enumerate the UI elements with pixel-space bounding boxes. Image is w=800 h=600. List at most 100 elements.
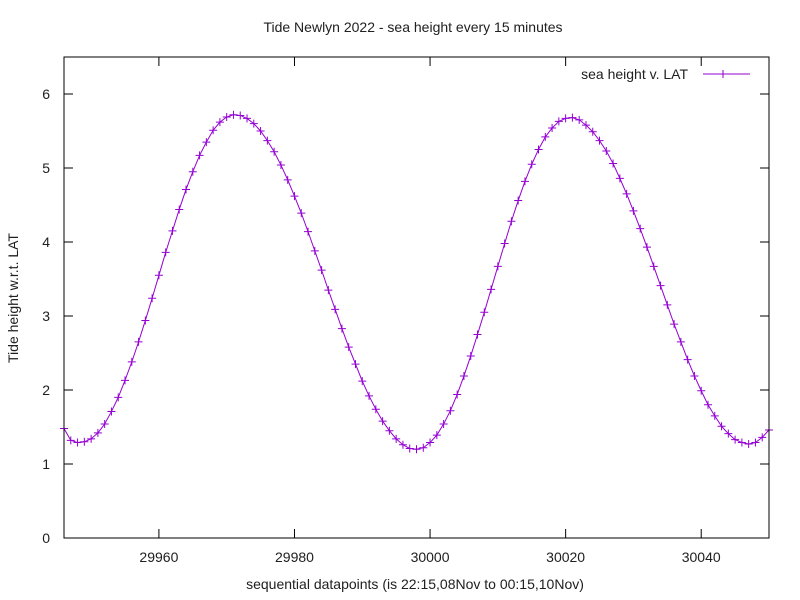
x-tick-label: 29980 xyxy=(275,549,314,565)
data-point-marker xyxy=(290,192,299,201)
data-point-marker xyxy=(249,119,258,128)
chart-title: Tide Newlyn 2022 - sea height every 15 m… xyxy=(263,19,562,35)
data-point-marker xyxy=(690,371,699,380)
x-axis-label: sequential datapoints (is 22:15,08Nov to… xyxy=(246,576,584,592)
data-point-marker xyxy=(195,151,204,160)
data-point-marker xyxy=(649,262,658,271)
data-point-marker xyxy=(629,206,638,215)
data-point-marker xyxy=(453,390,462,399)
data-point-marker xyxy=(127,357,136,366)
x-tick-label: 29960 xyxy=(139,549,178,565)
data-point-marker xyxy=(575,115,584,124)
data-point-marker xyxy=(405,444,414,453)
y-tick-label: 1 xyxy=(42,456,50,472)
data-point-marker xyxy=(134,337,143,346)
data-point-marker xyxy=(87,434,96,443)
data-point-marker xyxy=(114,393,123,402)
data-point-marker xyxy=(243,114,252,123)
data-point-marker xyxy=(324,286,333,295)
data-point-marker xyxy=(222,112,231,121)
data-point-marker xyxy=(609,159,618,168)
data-point-marker xyxy=(731,435,740,444)
y-axis-label: Tide height w.r.t. LAT xyxy=(5,233,21,363)
data-point-marker xyxy=(602,146,611,155)
data-point-marker xyxy=(270,147,279,156)
data-point-marker xyxy=(392,434,401,443)
data-point-marker xyxy=(73,438,82,447)
axis-ticks: 29960 29980 30000 30020 30040 0 1 2 3 4 5 6 xyxy=(42,57,769,565)
data-point-marker xyxy=(554,117,563,126)
data-point-marker xyxy=(188,167,197,176)
legend-marker-plus xyxy=(719,70,727,78)
data-point-marker xyxy=(493,262,502,271)
data-point-marker xyxy=(676,337,685,346)
data-point-marker xyxy=(80,437,89,446)
data-point-marker xyxy=(236,111,245,120)
data-point-marker xyxy=(121,376,130,385)
y-tick-label: 5 xyxy=(42,160,50,176)
data-point-marker xyxy=(534,145,543,154)
data-point-marker xyxy=(697,386,706,395)
data-point-marker xyxy=(703,400,712,409)
data-point-marker xyxy=(663,300,672,309)
data-point-marker xyxy=(717,422,726,431)
data-point-marker xyxy=(168,226,177,235)
data-point-marker xyxy=(304,227,313,236)
y-tick-label: 3 xyxy=(42,308,50,324)
data-point-marker xyxy=(337,324,346,333)
data-point-marker xyxy=(297,209,306,218)
data-point-marker xyxy=(683,355,692,364)
data-point-marker xyxy=(93,428,102,437)
data-point-marker xyxy=(100,420,109,429)
data-point-marker xyxy=(365,391,374,400)
data-point-marker xyxy=(561,114,570,123)
data-point-marker xyxy=(283,175,292,184)
data-point-marker xyxy=(520,177,529,186)
data-point-marker xyxy=(473,330,482,339)
data-point-marker xyxy=(615,174,624,183)
data-point-marker xyxy=(161,248,170,257)
data-point-marker xyxy=(378,417,387,426)
data-point-marker xyxy=(141,316,150,325)
data-point-marker xyxy=(595,136,604,145)
data-point-marker xyxy=(758,433,767,442)
legend: sea height v. LAT xyxy=(581,66,750,82)
data-point-marker xyxy=(154,271,163,280)
data-point-marker xyxy=(263,136,272,145)
data-point-marker xyxy=(466,351,475,360)
data-point-marker xyxy=(656,281,665,290)
data-point-marker xyxy=(371,405,380,414)
data-point-marker xyxy=(480,308,489,317)
data-point-marker xyxy=(256,127,265,135)
x-tick-label: 30040 xyxy=(682,549,721,565)
data-point-marker xyxy=(439,420,448,429)
data-point-marker xyxy=(182,185,191,194)
data-point-marker xyxy=(229,110,238,119)
data-point-marker xyxy=(358,377,367,386)
legend-label: sea height v. LAT xyxy=(581,66,688,82)
data-point-marker xyxy=(527,160,536,169)
data-point-marker xyxy=(209,126,218,135)
data-point-marker xyxy=(446,406,455,415)
data-point-marker xyxy=(710,411,719,420)
data-point-marker xyxy=(541,132,550,141)
y-tick-label: 6 xyxy=(42,86,50,102)
data-point-marker xyxy=(276,161,285,170)
data-point-marker xyxy=(548,124,557,133)
data-point-marker xyxy=(588,127,597,136)
data-point-marker xyxy=(751,438,760,447)
x-tick-label: 30020 xyxy=(546,549,585,565)
data-point-marker xyxy=(344,343,353,352)
x-tick-label: 30000 xyxy=(411,549,450,565)
series-sea-height xyxy=(60,110,773,454)
data-point-marker xyxy=(202,138,211,147)
y-tick-label: 2 xyxy=(42,382,50,398)
data-point-marker xyxy=(507,217,516,226)
data-point-marker xyxy=(514,196,523,205)
data-point-marker xyxy=(487,285,496,294)
data-point-marker xyxy=(66,436,75,445)
data-point-marker xyxy=(310,246,319,255)
data-point-marker xyxy=(331,305,340,314)
